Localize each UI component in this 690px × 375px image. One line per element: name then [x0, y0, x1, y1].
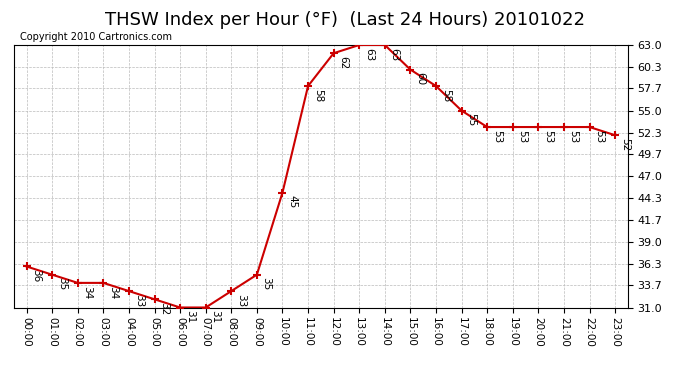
Text: Copyright 2010 Cartronics.com: Copyright 2010 Cartronics.com — [20, 32, 172, 42]
Text: 60: 60 — [415, 72, 425, 86]
Text: 36: 36 — [31, 269, 41, 282]
Text: 53: 53 — [569, 130, 579, 143]
Text: 32: 32 — [159, 302, 169, 315]
Text: 33: 33 — [134, 294, 144, 307]
Text: 52: 52 — [620, 138, 630, 151]
Text: 33: 33 — [236, 294, 246, 307]
Text: 53: 53 — [518, 130, 527, 143]
Text: 45: 45 — [287, 195, 297, 208]
Text: 34: 34 — [83, 286, 92, 299]
Text: THSW Index per Hour (°F)  (Last 24 Hours) 20101022: THSW Index per Hour (°F) (Last 24 Hours)… — [105, 11, 585, 29]
Text: 35: 35 — [57, 278, 67, 291]
Text: 35: 35 — [262, 278, 272, 291]
Text: 31: 31 — [185, 310, 195, 324]
Text: 31: 31 — [210, 310, 220, 324]
Text: 34: 34 — [108, 286, 118, 299]
Text: 62: 62 — [338, 56, 348, 69]
Text: 63: 63 — [364, 48, 374, 61]
Text: 55: 55 — [466, 113, 476, 127]
Text: 63: 63 — [390, 48, 400, 61]
Text: 58: 58 — [441, 89, 451, 102]
Text: 53: 53 — [543, 130, 553, 143]
Text: 53: 53 — [492, 130, 502, 143]
Text: 58: 58 — [313, 89, 323, 102]
Text: 53: 53 — [594, 130, 604, 143]
